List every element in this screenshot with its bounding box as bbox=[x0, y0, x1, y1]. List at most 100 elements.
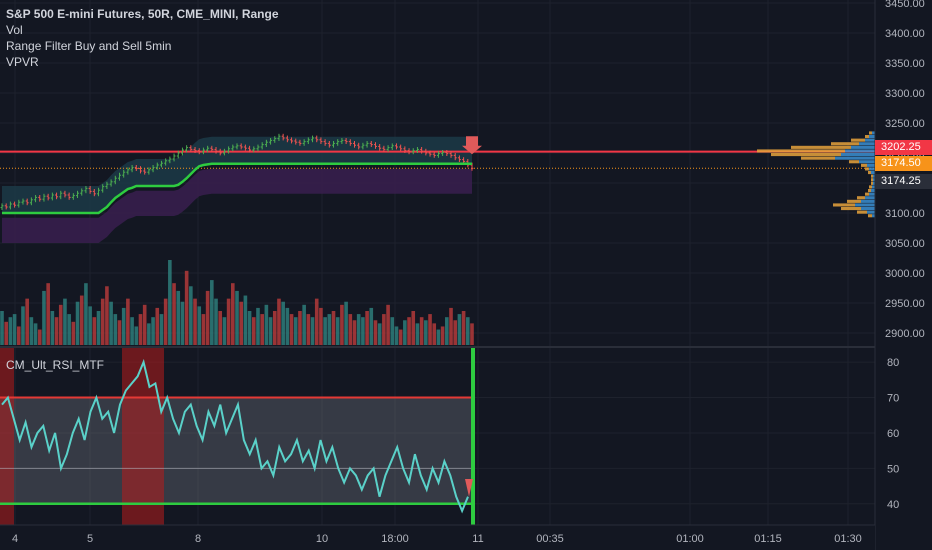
volume-bar bbox=[163, 298, 168, 345]
volume-bar bbox=[168, 260, 172, 345]
price-tick-label: 3050.00 bbox=[885, 238, 925, 250]
indicator-vol[interactable]: Vol bbox=[6, 23, 23, 37]
volume-bar bbox=[159, 314, 164, 345]
rsi-tick-label: 60 bbox=[887, 428, 899, 440]
vpvr-bar-up bbox=[861, 199, 875, 203]
vpvr-bar-down bbox=[833, 203, 855, 207]
volume-bar bbox=[289, 314, 294, 345]
volume-bar bbox=[344, 301, 348, 345]
volume-bar bbox=[470, 323, 474, 345]
time-tick-label: 11 bbox=[472, 533, 483, 545]
volume-bar bbox=[134, 326, 139, 345]
vpvr-bar-down bbox=[869, 185, 872, 189]
volume-bar bbox=[365, 311, 369, 345]
symbol-title[interactable]: S&P 500 E-mini Futures, 50R, CME_MINI, R… bbox=[6, 7, 279, 21]
vpvr-bar-up bbox=[861, 207, 875, 211]
volume-bar bbox=[235, 290, 239, 345]
price-tick-label: 3250.00 bbox=[885, 118, 925, 130]
volume-bar bbox=[29, 317, 34, 345]
volume-bar bbox=[411, 311, 416, 345]
vpvr-bar-up bbox=[867, 210, 875, 214]
volume-bar bbox=[256, 307, 260, 345]
volume-bar bbox=[50, 311, 55, 345]
volume-bars bbox=[0, 260, 474, 345]
volume-bar bbox=[205, 290, 210, 345]
volume-bar bbox=[197, 306, 202, 345]
volume-bar bbox=[172, 283, 176, 345]
volume-bar bbox=[335, 317, 340, 345]
volume-bar bbox=[142, 304, 147, 345]
volume-bar bbox=[75, 301, 80, 345]
volume-bar bbox=[117, 320, 122, 345]
vpvr-bar-up bbox=[869, 135, 875, 139]
vpvr-bar-up bbox=[869, 192, 875, 196]
volume-bar bbox=[46, 283, 50, 345]
price-tick-label: 3400.00 bbox=[885, 28, 925, 40]
vpvr-bar-up bbox=[871, 189, 875, 193]
candles bbox=[0, 133, 474, 210]
volume-bar bbox=[67, 314, 71, 345]
vpvr-bar-down bbox=[849, 160, 859, 164]
volume-bar bbox=[4, 321, 8, 345]
volume-bar bbox=[331, 311, 336, 345]
vpvr-bar-up bbox=[859, 160, 875, 164]
rsi-tick-label: 40 bbox=[887, 499, 899, 511]
volume-bar bbox=[147, 323, 151, 345]
volume-bar bbox=[314, 298, 319, 345]
volume-bar bbox=[63, 298, 67, 345]
rsi-sell-marker bbox=[465, 478, 473, 497]
volume-bar bbox=[268, 317, 273, 345]
vpvr-bar-up bbox=[835, 156, 875, 160]
price-tag-line: 3202.25 bbox=[875, 140, 932, 155]
rsi-pane-label[interactable]: CM_Ult_RSI_MTF bbox=[6, 358, 105, 372]
volume-bar bbox=[126, 298, 130, 345]
volume-bar bbox=[218, 311, 223, 345]
volume-bar bbox=[466, 317, 470, 345]
volume-bar bbox=[398, 329, 403, 345]
vpvr-bar-down bbox=[847, 199, 861, 203]
vpvr-bar-down bbox=[851, 138, 865, 142]
volume-bar bbox=[33, 323, 38, 345]
volume-bar bbox=[302, 304, 306, 345]
vpvr-bar-up bbox=[869, 167, 875, 171]
vpvr-bar-up bbox=[845, 149, 875, 153]
vpvr-bar-down bbox=[791, 145, 851, 149]
vpvr-bar-down bbox=[831, 142, 859, 146]
vpvr-bar-up bbox=[867, 163, 875, 167]
overbought-highlight-left bbox=[0, 348, 14, 525]
volume-bar bbox=[210, 280, 214, 345]
rsi-line bbox=[1, 358, 469, 514]
vpvr-bar-down bbox=[857, 210, 867, 214]
indicator-vpvr[interactable]: VPVR bbox=[6, 55, 39, 69]
vpvr-bar-down bbox=[865, 135, 869, 139]
time-tick-label: 01:15 bbox=[754, 533, 782, 545]
price-tick-label: 3300.00 bbox=[885, 88, 925, 100]
vpvr-bar-up bbox=[859, 142, 875, 146]
volume-bar bbox=[0, 311, 4, 345]
rsi-tick-label: 50 bbox=[887, 463, 899, 475]
vpvr-bar-down bbox=[841, 207, 861, 211]
volume-bar bbox=[419, 317, 424, 345]
price-tick-label: 2900.00 bbox=[885, 328, 925, 340]
volume-bar bbox=[394, 326, 399, 345]
overbought-highlight bbox=[122, 348, 164, 525]
volume-bar bbox=[88, 306, 92, 345]
volume-bar bbox=[407, 317, 411, 345]
vpvr-bar-down bbox=[865, 192, 869, 196]
vpvr-bar-up bbox=[873, 174, 875, 178]
volume-bar bbox=[352, 320, 357, 345]
volume-bar bbox=[25, 298, 29, 345]
volume-bar bbox=[96, 311, 101, 345]
price-tick-label: 3000.00 bbox=[885, 268, 925, 280]
vpvr-bar-down bbox=[865, 167, 869, 171]
indicator-range-filter[interactable]: Range Filter Buy and Sell 5min bbox=[6, 39, 172, 53]
volume-bar bbox=[247, 311, 252, 345]
volume-bar bbox=[319, 307, 323, 345]
vpvr-bar-up bbox=[872, 131, 875, 135]
lower-band bbox=[2, 168, 472, 243]
time-tick-label: 10 bbox=[316, 533, 328, 545]
volume-bar bbox=[361, 317, 365, 345]
vpvr-bar-down bbox=[871, 178, 873, 182]
volume-bar bbox=[432, 323, 437, 345]
